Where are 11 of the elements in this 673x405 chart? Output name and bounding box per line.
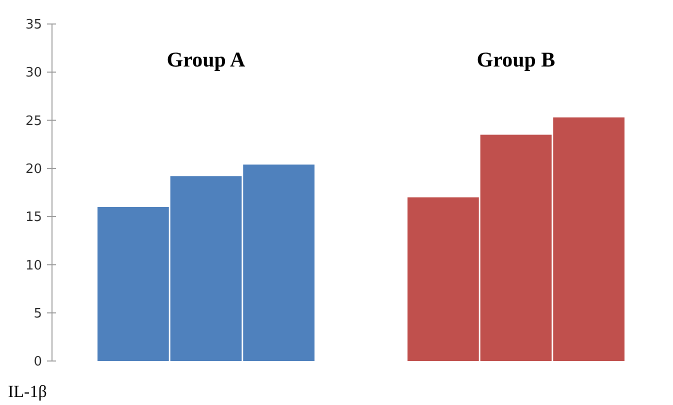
y-tick-label: 0 [34,354,42,370]
y-tick-label: 5 [34,306,42,322]
y-tick-label: 15 [25,210,42,226]
x-tick-label: Group B [476,47,556,72]
y-tick-label: 35 [25,18,42,33]
y-tick-label: 20 [25,162,42,177]
y-tick-label: 30 [25,66,42,81]
y-tick-label: 10 [25,258,42,274]
y-tick-label: 25 [25,114,42,129]
x-tick-label: Group A [166,47,246,72]
y-axis-title: IL-1β [8,382,47,401]
